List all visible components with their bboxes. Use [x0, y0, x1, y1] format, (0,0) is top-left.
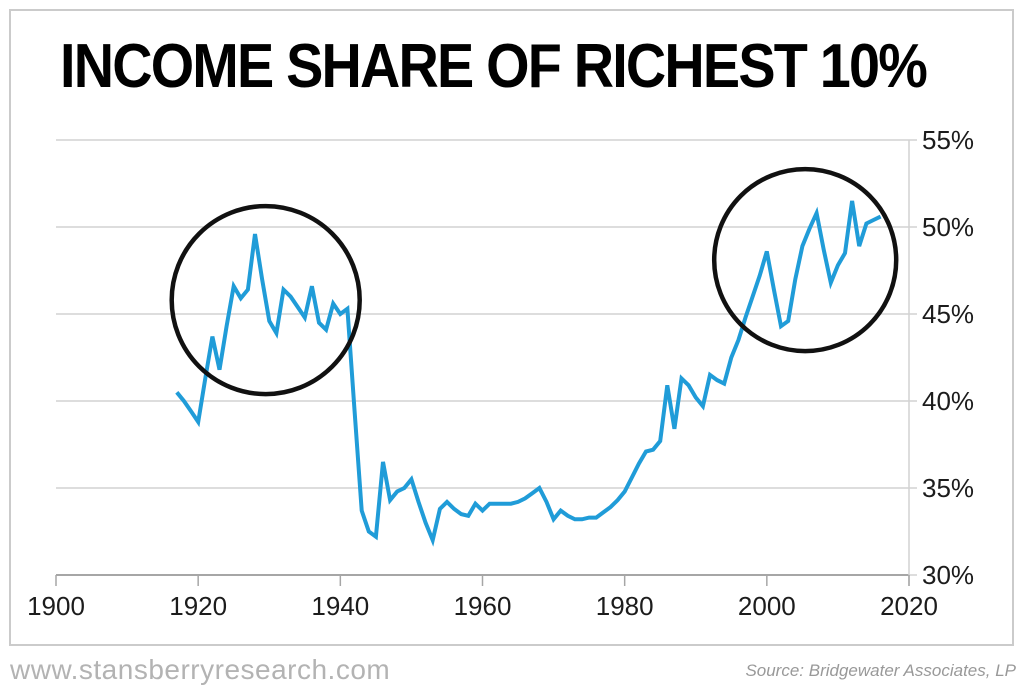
x-axis-tick-label: 2020 [880, 591, 938, 621]
y-axis-tick-label: 40% [922, 386, 974, 416]
y-axis-tick-label: 35% [922, 473, 974, 503]
x-axis-tick-label: 1900 [27, 591, 85, 621]
website-url-text: www.stansberryresearch.com [10, 654, 391, 685]
x-axis-tick-label: 1960 [454, 591, 512, 621]
x-axis-tick-label: 2000 [738, 591, 796, 621]
x-axis-tick-label: 1940 [311, 591, 369, 621]
y-axis-tick-label: 45% [922, 299, 974, 329]
x-axis-tick-label: 1980 [596, 591, 654, 621]
y-axis-tick-label: 50% [922, 212, 974, 242]
source-credit-text: Source: Bridgewater Associates, LP [745, 661, 1016, 680]
y-axis-tick-label: 55% [922, 125, 974, 155]
x-axis-tick-label: 1920 [169, 591, 227, 621]
highlight-circle-annotation [711, 166, 899, 354]
y-axis-tick-label: 30% [922, 560, 974, 590]
chart-title: INCOME SHARE OF RICHEST 10% [60, 32, 928, 101]
highlight-circle-annotation [169, 203, 362, 397]
income-share-line [175, 200, 882, 547]
